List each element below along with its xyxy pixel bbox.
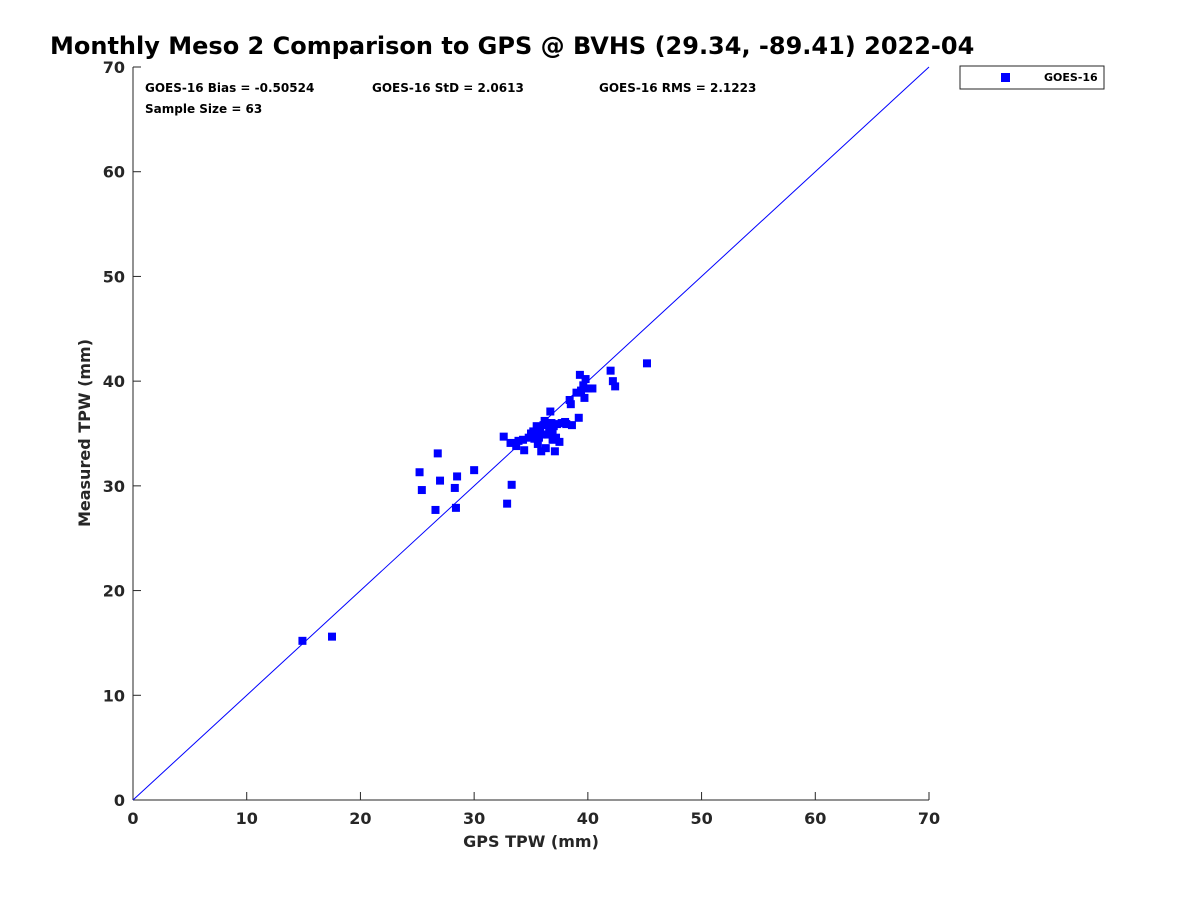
data-point — [550, 447, 559, 456]
data-point — [581, 375, 590, 384]
data-point — [415, 468, 424, 477]
y-ticks: 0 10 20 30 40 50 60 70 — [103, 58, 141, 810]
data-point — [328, 632, 336, 641]
data-point — [588, 384, 597, 393]
legend-label: GOES-16 — [1044, 71, 1098, 84]
data-point — [470, 466, 479, 475]
data-point — [507, 480, 516, 489]
y-tick-label: 20 — [103, 582, 125, 601]
y-tick-label: 60 — [103, 163, 125, 182]
data-point — [642, 359, 651, 368]
data-point — [436, 476, 445, 485]
data-point — [530, 434, 539, 443]
data-point — [537, 447, 546, 456]
x-tick-label: 10 — [236, 809, 258, 828]
data-point — [541, 444, 550, 453]
chart-title: Monthly Meso 2 Comparison to GPS @ BVHS … — [50, 32, 974, 60]
x-tick-label: 20 — [349, 809, 371, 828]
y-tick-label: 0 — [114, 791, 125, 810]
data-point — [548, 429, 557, 438]
data-point — [529, 427, 538, 436]
data-point — [520, 446, 529, 455]
rms-stat: GOES-16 RMS = 2.1223 — [599, 81, 756, 95]
data-point — [611, 382, 620, 391]
y-tick-label: 40 — [103, 372, 125, 391]
data-point — [450, 483, 459, 492]
data-point — [546, 407, 555, 416]
x-tick-label: 0 — [127, 809, 138, 828]
data-point — [577, 386, 586, 395]
data-point — [451, 503, 460, 512]
axes — [132, 67, 929, 801]
data-point — [580, 393, 589, 402]
y-axis-label: Measured TPW (mm) — [75, 339, 94, 527]
data-point — [538, 430, 547, 439]
data-point — [542, 419, 551, 428]
data-point — [512, 442, 521, 451]
data-point — [298, 636, 307, 645]
data-point — [524, 433, 533, 442]
y-tick-label: 30 — [103, 477, 125, 496]
data-point — [532, 422, 541, 431]
data-point — [561, 417, 570, 426]
x-axis-label: GPS TPW (mm) — [463, 832, 599, 851]
std-stat: GOES-16 StD = 2.0613 — [372, 81, 524, 95]
x-tick-label: 50 — [690, 809, 712, 828]
data-point — [606, 366, 615, 375]
y-tick-label: 50 — [103, 267, 125, 286]
data-point — [608, 377, 617, 386]
y-tick-label: 70 — [103, 58, 125, 77]
data-point — [548, 435, 557, 444]
data-point — [555, 437, 564, 446]
data-point — [453, 472, 462, 481]
data-point — [583, 384, 592, 393]
data-point — [433, 449, 442, 458]
data-point — [431, 505, 440, 514]
data-point — [499, 432, 508, 441]
data-point — [553, 420, 562, 429]
data-point — [544, 430, 553, 439]
data-point — [533, 439, 542, 448]
y-tick-label: 10 — [103, 686, 125, 705]
data-point — [519, 435, 528, 444]
x-tick-label: 60 — [804, 809, 826, 828]
data-point — [574, 413, 583, 422]
data-point — [506, 438, 515, 447]
data-point — [514, 436, 523, 445]
x-ticks: 0 10 20 30 40 50 60 70 — [127, 792, 940, 828]
legend-box — [959, 65, 1105, 90]
legend-marker — [1001, 73, 1010, 82]
data-point — [545, 424, 554, 433]
x-tick-label: 40 — [577, 809, 599, 828]
data-point — [503, 499, 512, 508]
data-points — [298, 359, 651, 645]
data-point — [572, 388, 581, 397]
data-point — [575, 370, 584, 379]
bias-stat: GOES-16 Bias = -0.50524 — [145, 81, 314, 95]
x-tick-label: 70 — [918, 809, 940, 828]
legend: GOES-16 — [959, 65, 1105, 90]
data-point — [579, 381, 588, 390]
sample-size-stat: Sample Size = 63 — [145, 102, 262, 116]
data-point — [565, 395, 574, 404]
x-tick-label: 30 — [463, 809, 485, 828]
data-point — [566, 400, 575, 409]
data-point — [567, 421, 576, 430]
data-point — [417, 486, 426, 495]
